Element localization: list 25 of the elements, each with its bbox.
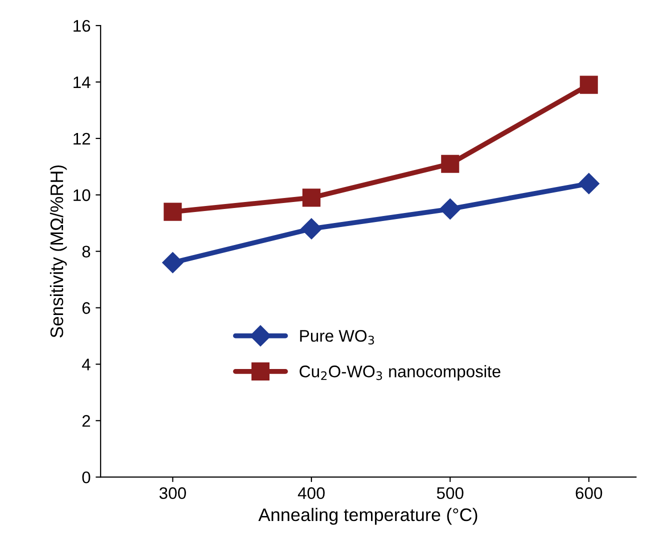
y-axis-title: Sensitivity (MΩ/%RH) bbox=[50, 165, 67, 338]
point bbox=[302, 188, 320, 207]
y-tick-label: 0 bbox=[82, 471, 90, 484]
x-tick-label: 600 bbox=[576, 487, 602, 500]
x-tick-label: 500 bbox=[436, 487, 464, 500]
point bbox=[164, 202, 182, 221]
y-tick-label: 16 bbox=[74, 20, 90, 32]
point bbox=[580, 76, 598, 94]
y-tick-label: 14 bbox=[74, 76, 90, 88]
y-tick-label: 8 bbox=[82, 246, 90, 258]
y-tick-label: 2 bbox=[82, 415, 90, 427]
point bbox=[440, 198, 461, 220]
point bbox=[162, 252, 184, 274]
y-tick-label: 10 bbox=[74, 189, 90, 202]
legend-label: Pure WO$_{3}$ bbox=[300, 330, 374, 345]
y-tick-label: 12 bbox=[74, 132, 90, 144]
x-tick-label: 300 bbox=[159, 487, 186, 500]
point bbox=[441, 154, 460, 173]
point bbox=[578, 173, 600, 194]
legend-label: Cu$_{2}$O-WO$_{3}$ nanocomposite bbox=[300, 365, 500, 381]
y-tick-label: 4 bbox=[82, 358, 90, 370]
y-tick-label: 6 bbox=[82, 302, 90, 314]
x-axis-title: Annealing temperature (°C) bbox=[258, 508, 478, 525]
point bbox=[300, 218, 322, 240]
x-tick-label: 400 bbox=[298, 487, 325, 500]
